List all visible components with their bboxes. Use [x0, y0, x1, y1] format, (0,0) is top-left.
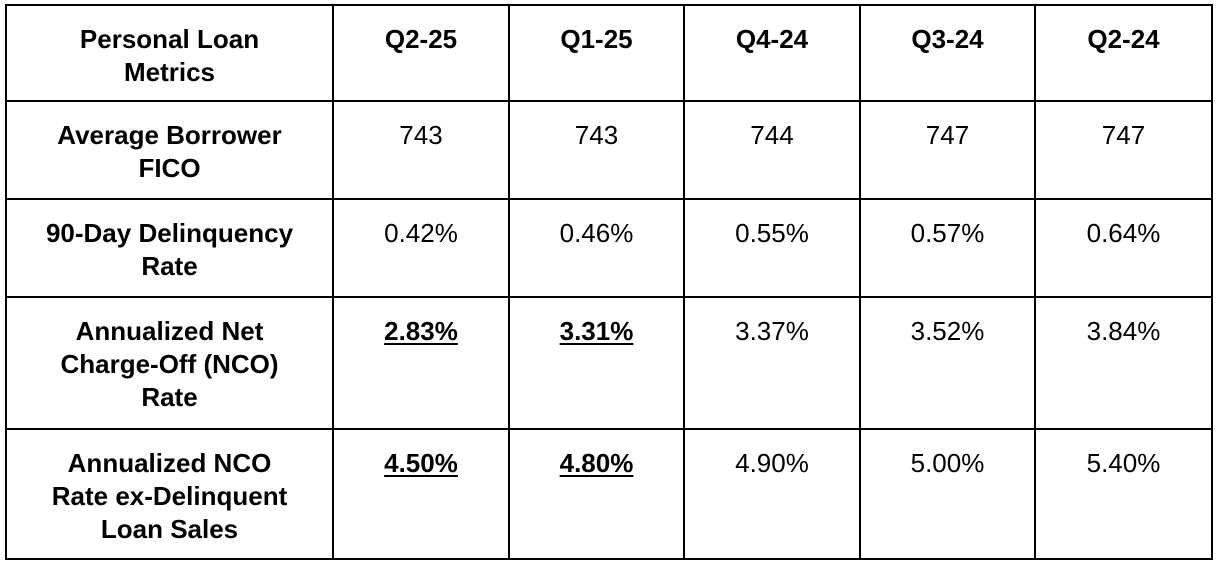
label-line: FICO — [138, 153, 201, 183]
column-header: Q4-24 — [683, 4, 861, 102]
cell-value: 4.80% — [559, 448, 634, 478]
label-line: Rate — [141, 251, 198, 281]
row-label: 90-Day Delinquency Rate — [5, 198, 334, 298]
column-header-text: Q2-25 — [384, 24, 458, 54]
cell-value: 2.83% — [384, 316, 458, 346]
row-label: Personal Loan Metrics — [5, 4, 334, 102]
value-cell: 3.84% — [1034, 296, 1213, 430]
column-header: Q1-25 — [508, 4, 685, 102]
table-body: Personal Loan Metrics Q2-25 Q1-25 Q4-24 Q3-24… — [5, 4, 1213, 560]
label-line: Personal Loan — [79, 24, 260, 54]
row-label: Annualized Net Charge-Off (NCO) Rate — [5, 296, 334, 430]
cell-value: 747 — [1101, 120, 1146, 150]
label-line: 90-Day Delinquency — [45, 218, 294, 248]
column-header-text: Q2-24 — [1087, 24, 1160, 54]
cell-value: 5.00% — [910, 448, 985, 478]
column-header: Q2-24 — [1034, 4, 1213, 102]
data-row: Annualized NCO Rate ex-Delinquent Loan Sal… — [5, 428, 1213, 560]
value-cell: 743 — [332, 100, 510, 200]
row-label: Average Borrower FICO — [5, 100, 334, 200]
value-cell: 0.57% — [859, 198, 1036, 298]
value-cell: 743 — [508, 100, 685, 200]
label-line: Metrics — [123, 57, 216, 87]
cell-value: 0.55% — [735, 218, 809, 248]
cell-value: 0.46% — [559, 218, 634, 248]
cell-value: 3.31% — [559, 316, 634, 346]
value-cell: 3.31% — [508, 296, 685, 430]
column-header-text: Q4-24 — [735, 24, 809, 54]
column-header-text: Q1-25 — [560, 24, 633, 54]
label-line: Rate — [141, 382, 198, 412]
cell-value: 4.50% — [384, 448, 458, 478]
cell-value: 743 — [574, 120, 619, 150]
value-cell: 4.90% — [683, 428, 861, 560]
value-cell: 3.37% — [683, 296, 861, 430]
metrics-table: Personal Loan Metrics Q2-25 Q1-25 Q4-24 Q3-24… — [5, 4, 1213, 560]
value-cell: 0.42% — [332, 198, 510, 298]
value-cell: 747 — [1034, 100, 1213, 200]
data-row: Average Borrower FICO 743 743 744 747 747 — [5, 100, 1213, 200]
cell-value: 0.64% — [1086, 218, 1161, 248]
value-cell: 0.55% — [683, 198, 861, 298]
cell-value: 3.37% — [735, 316, 809, 346]
value-cell: 0.46% — [508, 198, 685, 298]
cell-value: 3.52% — [910, 316, 985, 346]
label-line: Annualized NCO — [67, 448, 272, 478]
column-header: Q2-25 — [332, 4, 510, 102]
value-cell: 0.64% — [1034, 198, 1213, 298]
value-cell: 4.80% — [508, 428, 685, 560]
cell-value: 4.90% — [735, 448, 809, 478]
header-row: Personal Loan Metrics Q2-25 Q1-25 Q4-24 Q3-24… — [5, 4, 1213, 102]
label-line: Rate ex-Delinquent — [51, 481, 288, 511]
row-label: Annualized NCO Rate ex-Delinquent Loan Sal… — [5, 428, 334, 560]
cell-value: 5.40% — [1086, 448, 1161, 478]
label-line: Charge-Off (NCO) — [60, 349, 279, 379]
data-row: Annualized Net Charge-Off (NCO) Rate 2.83% 3… — [5, 296, 1213, 430]
value-cell: 3.52% — [859, 296, 1036, 430]
column-header-text: Q3-24 — [911, 24, 984, 54]
label-line: Loan Sales — [100, 514, 239, 544]
label-line: Annualized Net — [75, 316, 264, 346]
value-cell: 5.00% — [859, 428, 1036, 560]
column-header: Q3-24 — [859, 4, 1036, 102]
label-line: Average Borrower — [57, 120, 282, 150]
cell-value: 3.84% — [1086, 316, 1161, 346]
cell-value: 744 — [750, 120, 794, 150]
cell-value: 747 — [925, 120, 970, 150]
value-cell: 5.40% — [1034, 428, 1213, 560]
value-cell: 4.50% — [332, 428, 510, 560]
cell-value: 0.57% — [910, 218, 985, 248]
value-cell: 747 — [859, 100, 1036, 200]
value-cell: 744 — [683, 100, 861, 200]
cell-value: 0.42% — [384, 218, 458, 248]
cell-value: 743 — [399, 120, 443, 150]
value-cell: 2.83% — [332, 296, 510, 430]
data-row: 90-Day Delinquency Rate 0.42% 0.46% 0.55% 0.5… — [5, 198, 1213, 298]
